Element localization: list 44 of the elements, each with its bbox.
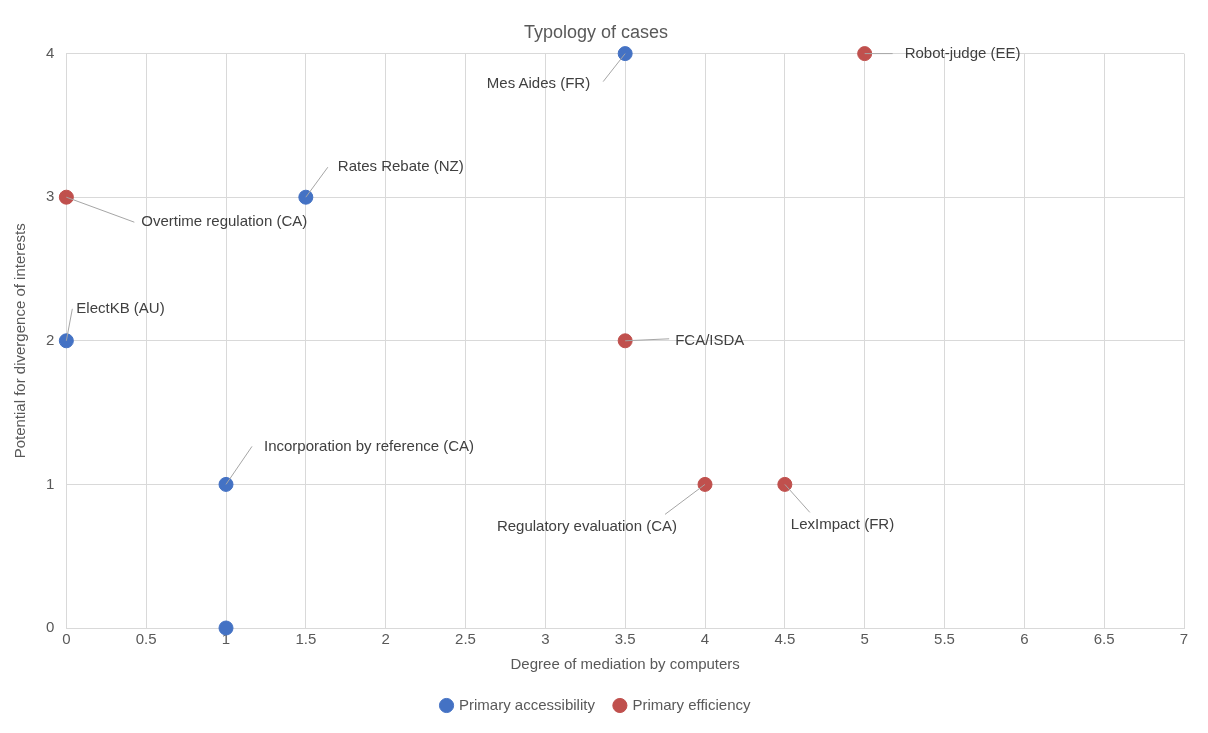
x-tick-label: 6.5: [1093, 630, 1115, 648]
point: [777, 476, 793, 492]
annotation: Incorporation by reference (CA): [264, 436, 475, 454]
annotation: Robot-judge (EE): [904, 43, 1021, 61]
point: [58, 189, 74, 205]
x-tick-label: 5.5: [934, 630, 955, 648]
y-tick-label: 1: [46, 474, 55, 492]
chart-title: Typology of cases: [523, 21, 669, 42]
point: [298, 189, 314, 205]
y-tick-label: 4: [46, 43, 55, 61]
x-tick-label: 4.5: [774, 630, 796, 648]
annotation: Mes Aides (FR): [486, 73, 591, 91]
annotation: Rates Rebate (NZ): [337, 157, 464, 175]
point: [857, 46, 873, 62]
y-tick-label: 2: [46, 330, 55, 348]
annotation: FCA/ISDA: [675, 330, 745, 348]
annotation: ElectKB (AU): [76, 298, 165, 316]
x-tick-label: 5: [860, 630, 869, 648]
x-tick-label: 1: [221, 630, 231, 648]
legend-label: Primary efficiency: [632, 695, 751, 713]
point: [617, 333, 633, 349]
y-axis-title: Potential for divergence of interests: [11, 223, 29, 459]
annotation: Overtime regulation (CA): [141, 212, 308, 230]
y-tick-label: 0: [46, 618, 55, 636]
x-tick-label: 0: [62, 630, 71, 648]
x-tick-label: 6: [1020, 630, 1029, 648]
point: [697, 476, 713, 492]
point: [617, 46, 633, 62]
point: [218, 476, 234, 492]
point: [218, 620, 234, 636]
x-tick-label: 3: [541, 630, 550, 648]
y-tick-label: 3: [46, 187, 55, 205]
annotation: Regulatory evaluation (CA): [496, 516, 677, 534]
x-tick-label: 4: [700, 630, 710, 648]
point: [58, 333, 74, 349]
x-axis-title: Degree of mediation by computers: [510, 655, 740, 673]
annotation: LexImpact (FR): [790, 514, 895, 532]
x-tick-label: 1.5: [295, 630, 317, 648]
legend-label: Primary accessibility: [459, 695, 596, 713]
x-tick-label: 2.5: [455, 630, 476, 648]
x-tick-label: 3.5: [614, 630, 636, 648]
x-tick-label: 2: [381, 630, 390, 648]
x-tick-label: 7: [1179, 630, 1189, 648]
x-tick-label: 0.5: [135, 630, 157, 648]
